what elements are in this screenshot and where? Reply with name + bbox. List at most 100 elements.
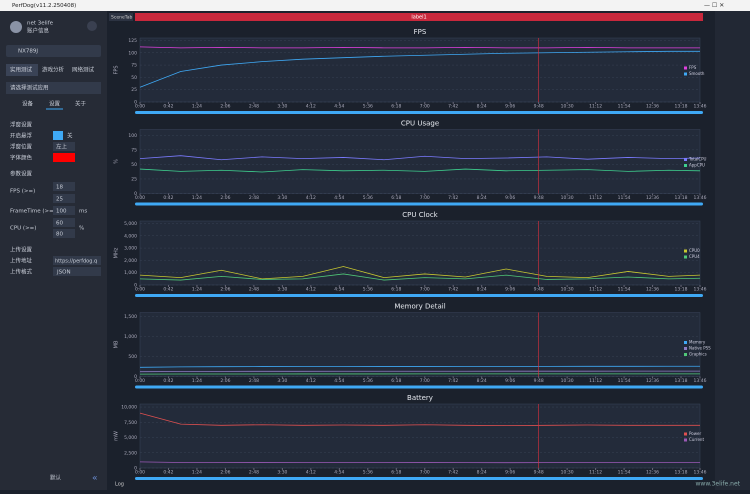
collapse-icon[interactable]: «	[92, 474, 98, 484]
label: CPU (>=)	[10, 226, 36, 232]
x-tick-label: 4:12	[306, 195, 316, 201]
x-tick-label: 6:18	[391, 195, 401, 201]
x-tick-label: 6:18	[391, 287, 401, 293]
x-tick-label: 1:24	[192, 104, 202, 110]
color-swatch[interactable]	[53, 153, 75, 162]
title-bar	[0, 0, 750, 11]
x-tick-label: 3:30	[277, 470, 287, 476]
y-tick-label: 100	[128, 50, 137, 56]
x-tick-label: 9:48	[534, 287, 544, 293]
close-button[interactable]	[87, 21, 97, 31]
x-tick-label: 10:30	[561, 195, 574, 201]
x-tick-label: 4:12	[306, 378, 316, 384]
tab[interactable]: 实用测试	[10, 66, 33, 74]
legend-swatch	[684, 250, 687, 253]
watermark: www.3elife.net	[696, 481, 741, 488]
y-tick-label: 25	[131, 87, 137, 93]
x-tick-label: 10:30	[561, 287, 574, 293]
x-tick-label: 7:42	[448, 287, 458, 293]
y-tick-label: 3,000	[124, 246, 137, 252]
x-tick-label: 10:30	[561, 104, 574, 110]
scrollbar	[135, 477, 703, 480]
y-tick-label: 4,000	[124, 233, 137, 239]
x-tick-label: 2:06	[220, 287, 230, 293]
label: FPS (>=)	[10, 189, 35, 195]
log-button[interactable]: Log	[115, 482, 124, 488]
legend-label: AppCPU	[689, 163, 705, 168]
x-tick-label: 9:06	[505, 104, 515, 110]
scrollbar	[135, 386, 703, 389]
tab[interactable]: 游戏分析	[42, 66, 65, 74]
chart-title: FPS	[414, 28, 427, 36]
x-tick-label: 4:54	[334, 195, 344, 201]
legend-swatch	[684, 73, 687, 76]
plot-area	[140, 221, 700, 285]
avatar[interactable]	[10, 21, 22, 33]
x-tick-label: 9:06	[505, 470, 515, 476]
y-axis-label: mW	[114, 431, 120, 441]
user-name: net 3elife	[27, 21, 54, 27]
x-tick-label: 4:12	[306, 470, 316, 476]
unit: %	[79, 226, 84, 232]
y-tick-label: 25	[131, 176, 137, 182]
label: FrameTime (>=)	[10, 209, 56, 215]
label-bar-text: label1	[411, 15, 426, 21]
x-tick-label: 8:24	[477, 104, 487, 110]
legend-label: TotalCPU	[688, 157, 707, 162]
toggle-text: 关	[67, 132, 73, 140]
x-tick-label: 0:00	[135, 470, 145, 476]
y-tick-label: 1,000	[124, 334, 137, 340]
legend-swatch	[684, 439, 687, 442]
x-tick-label: 1:24	[192, 287, 202, 293]
x-tick-label: 2:06	[220, 104, 230, 110]
x-tick-label: 9:48	[534, 378, 544, 384]
x-tick-label: 0:42	[163, 195, 173, 201]
input-value: 18	[56, 185, 63, 191]
sub-tab[interactable]: 关于	[75, 100, 87, 108]
x-tick-label: 0:00	[135, 287, 145, 293]
x-tick-label: 3:30	[277, 195, 287, 201]
sub-tab[interactable]: 设置	[49, 100, 61, 108]
tab[interactable]: 网络测试	[72, 66, 95, 74]
y-tick-label: 7,500	[124, 420, 137, 426]
toggle[interactable]	[53, 131, 63, 140]
x-tick-label: 11:12	[589, 378, 602, 384]
chart-title: Battery	[407, 394, 433, 402]
x-tick-label: 7:00	[420, 104, 430, 110]
account-link[interactable]: 账户信息	[27, 27, 50, 35]
y-tick-label: 50	[131, 162, 137, 168]
x-tick-label: 12:36	[646, 104, 659, 110]
x-tick-label: 11:54	[618, 378, 631, 384]
x-tick-label: 8:24	[477, 287, 487, 293]
x-tick-label: 4:54	[334, 104, 344, 110]
x-tick-label: 12:36	[646, 470, 659, 476]
sub-tab[interactable]: 设备	[22, 100, 34, 108]
legend-swatch	[684, 353, 687, 356]
window-controls[interactable]: — ☐ ✕	[704, 2, 724, 9]
x-tick-label: 1:24	[192, 470, 202, 476]
y-tick-label: 75	[131, 63, 137, 69]
x-tick-label: 7:42	[448, 378, 458, 384]
legend-label: Power	[689, 431, 701, 436]
x-tick-label: 2:48	[249, 287, 259, 293]
y-tick-label: 1,000	[124, 270, 137, 276]
legend-swatch	[684, 256, 687, 259]
x-tick-label: 2:48	[249, 195, 259, 201]
section-title: 上传设置	[10, 246, 33, 254]
x-tick-label: 2:06	[220, 378, 230, 384]
default-button[interactable]: 默认	[50, 474, 62, 482]
y-tick-label: 50	[131, 75, 137, 81]
x-tick-label: 8:24	[477, 378, 487, 384]
y-tick-label: 1,500	[124, 314, 137, 320]
x-tick-label: 5:36	[363, 378, 373, 384]
x-tick-label: 13:18	[675, 104, 688, 110]
section-title: 浮窗设置	[10, 121, 33, 129]
x-tick-label: 9:48	[534, 195, 544, 201]
x-tick-label: 1:24	[192, 195, 202, 201]
x-tick-label: 9:06	[505, 378, 515, 384]
x-tick-label: 2:48	[249, 470, 259, 476]
scrollbar	[135, 203, 703, 206]
legend-swatch	[684, 164, 687, 167]
x-tick-label: 7:00	[420, 195, 430, 201]
legend-label: Native PSS	[689, 346, 711, 351]
